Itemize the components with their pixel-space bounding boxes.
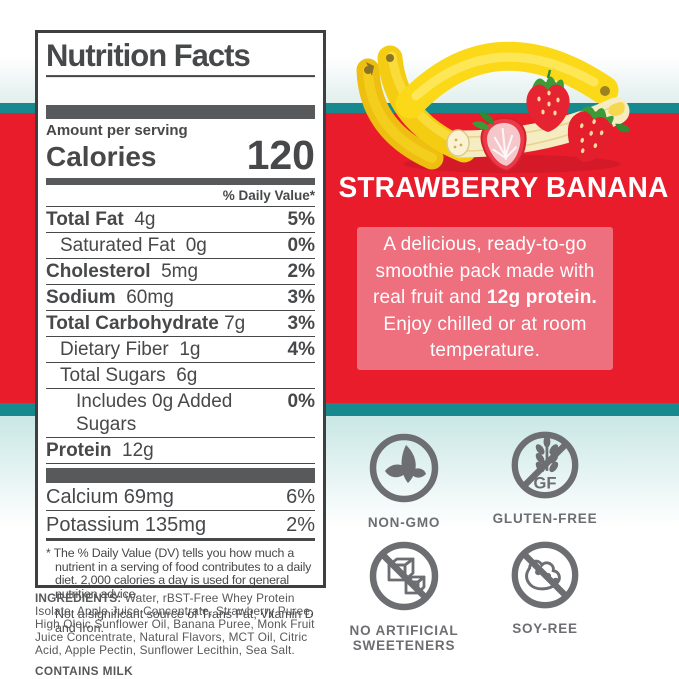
nutrient-row-sodium: Sodium 60mg 3% xyxy=(46,285,315,311)
thick-divider xyxy=(46,105,315,119)
calories-label: Calories xyxy=(46,141,157,172)
not-significant-source-footnote: Not a significant source of Trans Fat, V… xyxy=(55,607,314,635)
ingredients-section: INGREDIENTS: Water, rBST-Free Whey Prote… xyxy=(35,592,333,677)
product-name: STRAWBERRY BANANA xyxy=(338,171,669,204)
ingredients-text: Water, rBST-Free Whey Protein Isolate, A… xyxy=(35,591,315,657)
badge-label: GLUTEN-FREE xyxy=(492,511,598,526)
product-description: A delicious, ready-to-go smoothie pack m… xyxy=(373,234,597,362)
calories-value: 120 xyxy=(246,132,315,178)
nutrition-facts-title: Nutrition Facts xyxy=(46,37,315,78)
daily-value-header: % Daily Value* xyxy=(46,185,315,207)
mineral-row-potassium: Potassium 135mg 2% xyxy=(46,511,315,541)
product-description-box: A delicious, ready-to-go smoothie pack m… xyxy=(357,227,613,370)
nutrient-row-protein: Protein 12g xyxy=(46,438,315,464)
leaf-icon xyxy=(369,433,439,503)
nutrient-row-total-sugars: Total Sugars 6g xyxy=(46,363,315,389)
nutrient-row-total-fat: Total Fat 4g 5% xyxy=(46,207,315,233)
no-sugar-cube-icon xyxy=(369,541,439,611)
thick-divider xyxy=(46,468,315,483)
badge-label: NON-GMO xyxy=(367,515,441,530)
nutrient-row-saturated-fat: Saturated Fat 0g 0% xyxy=(46,233,315,259)
ingredients-label: INGREDIENTS: xyxy=(35,591,122,605)
no-gluten-icon: GF xyxy=(511,431,579,499)
daily-value-footnote: * The % Daily Value (DV) tells you how m… xyxy=(46,546,312,601)
badge-no-artificial-sweeteners: NO ARTIFICIAL SWEETENERS xyxy=(331,538,477,653)
svg-text:GF: GF xyxy=(534,473,557,492)
no-soy-icon xyxy=(511,541,579,609)
badge-label: SOY-REE xyxy=(512,621,578,636)
badge-gluten-free: GF GLUTEN-FREE xyxy=(472,428,618,526)
calories-row: Calories 120 xyxy=(46,132,315,178)
badge-label: NO ARTIFICIAL SWEETENERS xyxy=(349,623,459,653)
mineral-row-calcium: Calcium 69mg 6% xyxy=(46,483,315,511)
strawberry-banana-fruit-illustration xyxy=(356,41,630,173)
nutrient-row-dietary-fiber: Dietary Fiber 1g 4% xyxy=(46,337,315,363)
nutrient-row-cholesterol: Cholesterol 5mg 2% xyxy=(46,259,315,285)
allergen-statement: CONTAINS MILK xyxy=(35,663,134,678)
badge-soy-free: SOY-REE xyxy=(472,538,618,636)
medium-divider xyxy=(46,178,315,185)
teal-stripe-top xyxy=(0,103,679,113)
badge-non-gmo: NON-GMO xyxy=(331,430,477,530)
nutrient-row-total-carbohydrate: Total Carbohydrate 7g 3% xyxy=(46,311,315,337)
amount-per-serving-label: Amount per serving xyxy=(46,122,188,139)
nutrition-facts-panel: Nutrition Facts Amount per serving Calor… xyxy=(35,30,326,635)
nutrient-row-added-sugars: Includes 0g Added Sugars 0% xyxy=(46,389,315,438)
